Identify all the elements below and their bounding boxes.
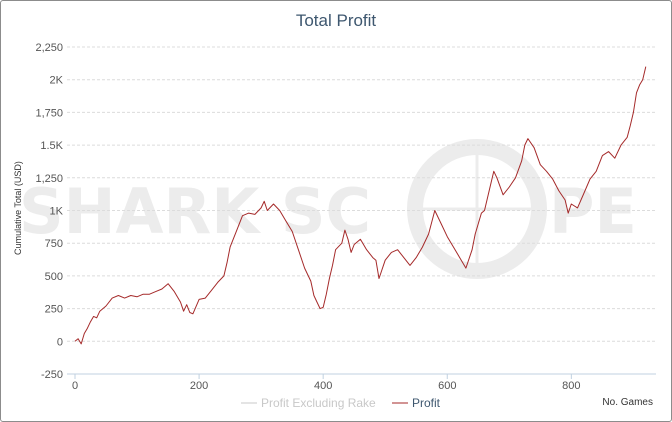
- x-tick-label: 400: [314, 380, 332, 392]
- watermark-scope-ring: [407, 139, 547, 279]
- y-axis-ticks: -250 0 250 500 750 1K 1,250 1.5K 1,750 2K 2,250: [35, 42, 63, 381]
- legend-label-profit: Profit: [412, 396, 441, 410]
- y-axis-title: Cumulative Total (USD): [13, 161, 23, 255]
- x-tick-label: 200: [190, 380, 208, 392]
- x-axis-ticks: 0 200 400 600 800: [72, 374, 581, 392]
- y-tick-label: 500: [45, 271, 63, 283]
- series-line-profit: [74, 66, 647, 345]
- y-tick-label: 1,750: [35, 107, 63, 119]
- y-tick-label: 1,250: [35, 173, 63, 185]
- x-tick-label: 600: [438, 380, 456, 392]
- y-tick-label: 250: [45, 304, 63, 316]
- y-tick-label: 1.5K: [40, 140, 63, 152]
- y-tick-label: 0: [57, 336, 63, 348]
- legend-label-excluding-rake: Profit Excluding Rake: [261, 396, 376, 410]
- y-tick-label: 2K: [50, 75, 64, 87]
- legend: Profit Excluding Rake Profit: [241, 396, 441, 410]
- y-tick-label: -250: [41, 369, 63, 381]
- watermark-text-left: SHARK SC: [19, 175, 371, 248]
- y-tick-label: 1K: [50, 206, 64, 218]
- series-layer: [74, 66, 647, 345]
- x-tick-label: 0: [72, 380, 78, 392]
- y-tick-label: 2,250: [35, 42, 63, 54]
- gridlines: [67, 46, 656, 342]
- legend-item-profit-excluding-rake[interactable]: Profit Excluding Rake: [241, 396, 376, 410]
- watermark: SHARK SC PE: [19, 139, 637, 279]
- watermark-text-right: PE: [549, 175, 637, 248]
- x-tick-label: 800: [562, 380, 580, 392]
- y-tick-label: 750: [45, 238, 63, 250]
- x-axis-title: No. Games: [602, 397, 653, 408]
- legend-item-profit[interactable]: Profit: [392, 396, 441, 410]
- chart-title: Total Profit: [296, 11, 377, 30]
